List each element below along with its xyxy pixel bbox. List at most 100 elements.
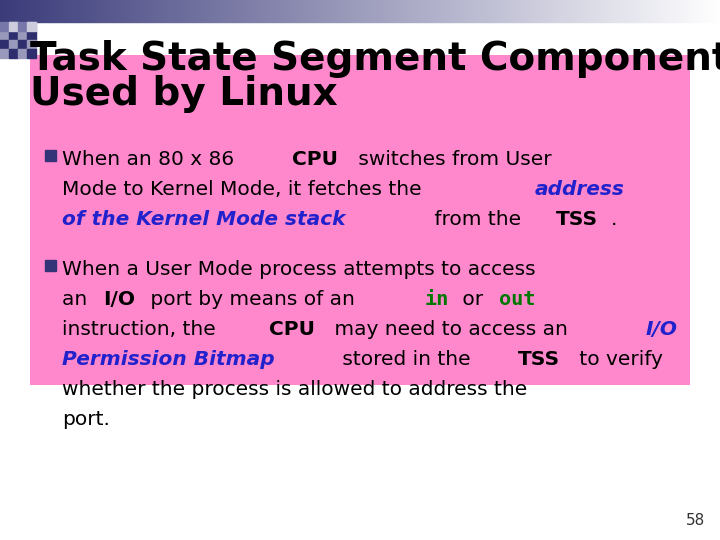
Text: Mode to Kernel Mode, it fetches the: Mode to Kernel Mode, it fetches the xyxy=(62,180,428,199)
Bar xyxy=(608,0,612,22)
Bar xyxy=(328,0,331,22)
Bar xyxy=(169,0,173,22)
Bar xyxy=(425,0,428,22)
Bar xyxy=(104,0,108,22)
Bar xyxy=(14,0,18,22)
Bar xyxy=(72,0,76,22)
Bar xyxy=(461,0,464,22)
Bar xyxy=(227,0,230,22)
Bar xyxy=(641,0,644,22)
Bar xyxy=(90,0,94,22)
Bar xyxy=(45,150,56,161)
Bar xyxy=(688,0,691,22)
Bar xyxy=(29,0,32,22)
Bar xyxy=(702,0,706,22)
Bar xyxy=(50,0,54,22)
Bar xyxy=(605,0,608,22)
Bar xyxy=(126,0,130,22)
Bar xyxy=(173,0,176,22)
Bar xyxy=(18,31,27,40)
Bar xyxy=(421,0,425,22)
Bar xyxy=(65,0,68,22)
Text: Used by Linux: Used by Linux xyxy=(30,75,338,113)
Bar xyxy=(634,0,637,22)
Bar xyxy=(648,0,652,22)
Bar xyxy=(130,0,133,22)
Bar xyxy=(472,0,475,22)
Bar xyxy=(27,31,36,40)
Bar xyxy=(0,49,9,58)
Bar xyxy=(43,0,47,22)
Bar xyxy=(403,0,407,22)
Bar xyxy=(396,0,400,22)
Bar xyxy=(299,0,302,22)
Bar xyxy=(364,0,367,22)
Bar xyxy=(680,0,684,22)
Bar xyxy=(76,0,79,22)
Bar xyxy=(529,0,533,22)
Bar xyxy=(353,0,356,22)
Text: out: out xyxy=(499,290,535,309)
Bar xyxy=(482,0,486,22)
Text: may need to access an: may need to access an xyxy=(328,320,575,339)
Bar xyxy=(176,0,180,22)
Bar xyxy=(670,0,673,22)
Bar xyxy=(234,0,238,22)
Bar xyxy=(533,0,536,22)
Text: address: address xyxy=(534,180,624,199)
Bar xyxy=(9,22,18,31)
Text: to verify: to verify xyxy=(572,350,662,369)
Bar xyxy=(202,0,205,22)
Bar xyxy=(428,0,432,22)
Bar xyxy=(151,0,155,22)
Bar xyxy=(400,0,403,22)
Bar xyxy=(554,0,558,22)
Bar xyxy=(263,0,266,22)
Bar xyxy=(252,0,256,22)
Bar xyxy=(0,0,4,22)
Bar xyxy=(439,0,443,22)
Bar xyxy=(27,40,36,49)
Bar xyxy=(144,0,148,22)
Bar xyxy=(32,0,36,22)
Bar xyxy=(544,0,547,22)
Bar xyxy=(320,0,324,22)
Bar xyxy=(58,0,61,22)
Bar xyxy=(137,0,140,22)
Bar xyxy=(274,0,277,22)
Bar xyxy=(317,0,320,22)
Bar xyxy=(410,0,414,22)
Bar xyxy=(691,0,695,22)
Bar xyxy=(367,0,371,22)
Bar xyxy=(0,31,9,40)
Text: in: in xyxy=(424,290,449,309)
Bar xyxy=(284,0,288,22)
Text: from the: from the xyxy=(428,210,527,229)
Text: port.: port. xyxy=(62,410,110,429)
Bar xyxy=(248,0,252,22)
Text: When an 80 x 86: When an 80 x 86 xyxy=(62,150,240,169)
Bar xyxy=(22,0,25,22)
Bar xyxy=(662,0,666,22)
Bar xyxy=(508,0,511,22)
Bar xyxy=(536,0,540,22)
Bar xyxy=(580,0,583,22)
Bar xyxy=(414,0,418,22)
Bar xyxy=(526,0,529,22)
Bar xyxy=(644,0,648,22)
Text: stored in the: stored in the xyxy=(336,350,477,369)
Bar xyxy=(288,0,292,22)
Bar xyxy=(238,0,241,22)
Bar xyxy=(220,0,223,22)
Bar xyxy=(572,0,576,22)
Bar xyxy=(148,0,151,22)
Text: I/O: I/O xyxy=(103,290,135,309)
Bar xyxy=(479,0,482,22)
Bar xyxy=(659,0,662,22)
Bar xyxy=(475,0,479,22)
Bar xyxy=(54,0,58,22)
Bar xyxy=(212,0,216,22)
Bar xyxy=(18,22,27,31)
Bar xyxy=(569,0,572,22)
Text: .: . xyxy=(611,210,617,229)
